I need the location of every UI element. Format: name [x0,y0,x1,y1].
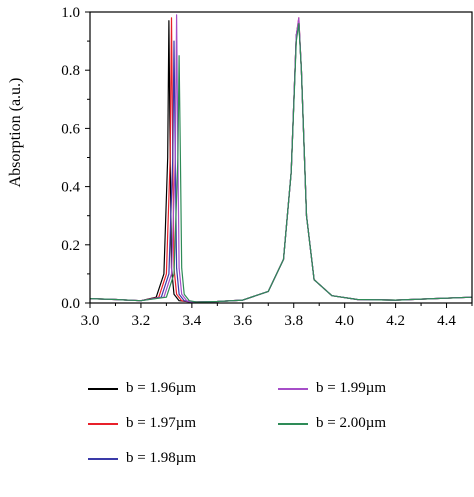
legend-item-b-1.96: b = 1.96µm [88,380,196,397]
plot-frame [89,11,473,304]
legend-swatch [278,387,308,390]
legend-swatch [88,387,118,390]
series-line-5 [90,23,472,303]
series-line-4 [90,14,472,303]
y-tick-label: 0.8 [61,63,80,79]
series-line-2 [90,17,472,303]
x-tick-label: 3.4 [182,313,201,329]
x-tick-label: 3.6 [233,313,252,329]
x-tick-label: 3.2 [132,313,151,329]
y-tick-label: 1.0 [61,5,80,21]
legend-label: b = 2.00µm [316,415,387,431]
series-group [90,14,472,303]
legend-item-b-1.99: b = 1.99µm [278,380,386,397]
x-tick-label: 3.0 [81,313,100,329]
legend-label: b = 1.99µm [316,380,387,396]
legend: b = 1.96µm b = 1.97µm b = 1.98µm b = 1.9… [88,380,474,490]
series-line-1 [90,20,472,303]
series-line-3 [90,20,472,303]
legend-item-b-1.97: b = 1.97µm [88,415,196,432]
legend-swatch [88,457,118,460]
y-tick-label: 0.4 [61,180,80,196]
absorption-chart: 3.0 3.2 3.4 3.6 3.8 4.0 4.2 4.4 0.0 0.2 0.4 0.6 0.8 1… [7,5,473,329]
y-axis-title: Absorption (a.u.) [7,78,24,188]
x-tick-label: 4.0 [335,313,354,329]
legend-swatch [278,422,308,425]
y-tick-label: 0.0 [61,296,80,312]
legend-label: b = 1.96µm [126,380,197,396]
y-tick-label: 0.6 [61,121,80,137]
x-tick-label: 4.2 [386,313,405,329]
legend-item-b-1.98: b = 1.98µm [88,450,196,467]
legend-swatch [88,422,118,425]
legend-item-b-2.00: b = 2.00µm [278,415,386,432]
x-tick-label: 4.4 [437,313,456,329]
x-tick-label: 3.8 [284,313,303,329]
legend-label: b = 1.97µm [126,415,197,431]
legend-label: b = 1.98µm [126,450,197,466]
y-tick-label: 0.2 [61,238,80,254]
